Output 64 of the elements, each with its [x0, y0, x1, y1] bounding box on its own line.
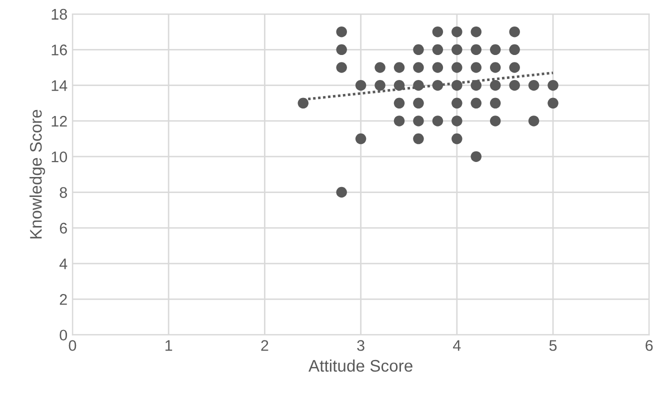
y-tick-label: 18: [52, 8, 67, 20]
y-tick-label: 4: [59, 258, 68, 270]
point: [432, 44, 444, 56]
point: [336, 44, 347, 56]
point: [452, 98, 462, 109]
point: [355, 133, 366, 144]
point: [432, 26, 444, 38]
point: [509, 62, 520, 73]
point: [374, 80, 386, 91]
y-tick-label: 8: [60, 187, 67, 198]
point: [336, 186, 347, 198]
x-tick-label: 6: [646, 340, 653, 351]
point: [470, 98, 482, 109]
x-tick-label: 5: [549, 340, 557, 351]
y-tick-label: 16: [52, 44, 67, 56]
point: [413, 44, 424, 56]
y-tick-label: 14: [52, 80, 68, 91]
point: [374, 62, 386, 73]
point: [336, 62, 347, 73]
point: [452, 26, 462, 38]
point: [394, 98, 405, 109]
point: [490, 62, 501, 73]
x-axis-title: Attitude Score: [308, 359, 412, 372]
point: [336, 26, 347, 38]
point: [394, 116, 405, 126]
point: [470, 151, 482, 162]
point: [470, 44, 482, 56]
point: [528, 116, 540, 126]
point: [413, 98, 424, 109]
y-tick-label: 2: [60, 294, 67, 305]
point: [452, 62, 462, 73]
point: [528, 80, 540, 91]
point: [432, 116, 444, 126]
y-tick-label: 0: [60, 330, 68, 341]
point: [509, 26, 520, 38]
point: [490, 98, 501, 109]
point: [452, 44, 462, 56]
point: [452, 116, 462, 126]
point: [298, 98, 309, 109]
y-tick-label: 10: [52, 151, 68, 162]
point: [413, 116, 424, 126]
point: [432, 62, 444, 73]
x-tick-label: 1: [166, 340, 172, 351]
point: [470, 26, 482, 38]
y-tick-label: 12: [52, 116, 67, 127]
point: [490, 44, 501, 56]
point: [394, 62, 405, 73]
point: [413, 133, 424, 144]
y-tick-label: 6: [60, 222, 67, 234]
point: [490, 80, 501, 91]
y-axis-title: Knowledge Score: [30, 110, 46, 238]
point: [509, 44, 520, 56]
x-tick-label: 3: [357, 340, 364, 351]
point: [452, 133, 462, 144]
point: [490, 116, 501, 126]
point: [470, 62, 482, 73]
point: [413, 62, 424, 73]
x-tick-label: 2: [261, 340, 268, 351]
x-tick-label: 0: [68, 340, 76, 351]
point: [355, 80, 366, 91]
point: [548, 80, 558, 91]
x-tick-label: 4: [453, 340, 461, 351]
point: [509, 80, 520, 91]
point: [548, 98, 558, 109]
